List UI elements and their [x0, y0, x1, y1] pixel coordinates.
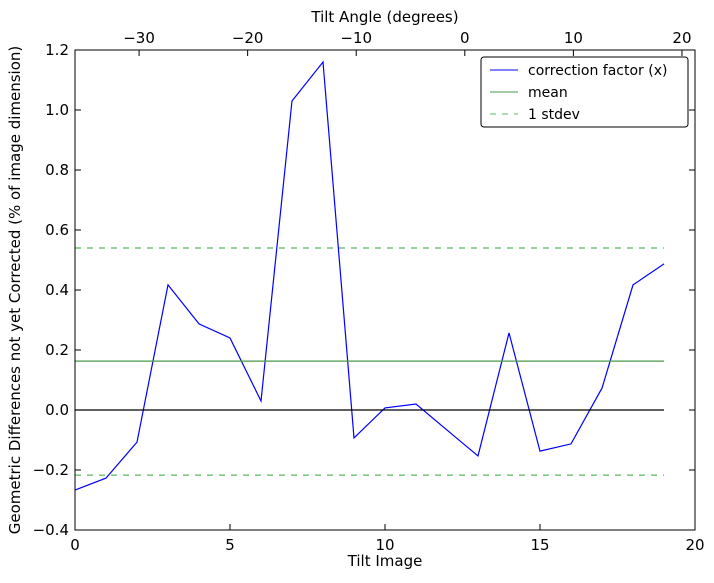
- legend-label-stdev: 1 stdev: [528, 107, 580, 123]
- x-tick-label: 15: [530, 536, 549, 554]
- y-tick-label: 0.2: [45, 341, 69, 359]
- top-x-tick-label: −20: [232, 29, 264, 47]
- legend-label-correction: correction factor (x): [528, 63, 667, 79]
- series-line-0: [74, 60, 665, 491]
- x-tick-label: 0: [70, 536, 80, 554]
- y-tick-label: 0.4: [45, 281, 69, 299]
- x-tick-label: 10: [375, 536, 394, 554]
- legend-label-mean: mean: [528, 85, 568, 101]
- x-tick-label: 20: [685, 536, 704, 554]
- y-tick-label: 1.0: [45, 101, 69, 119]
- top-x-axis-label: Tilt Angle (degrees): [310, 8, 458, 26]
- top-x-tick-label: 20: [672, 29, 691, 47]
- top-x-tick-label: −10: [340, 29, 372, 47]
- y-tick-label: 0.0: [45, 401, 69, 419]
- x-tick-label: 5: [225, 536, 235, 554]
- legend-box: [480, 56, 689, 128]
- top-x-tick-label: −30: [123, 29, 155, 47]
- y-axis-label: Geometric Differences not yet Corrected …: [6, 46, 24, 535]
- top-x-tick-label: 10: [564, 29, 583, 47]
- y-tick-label: 0.6: [45, 221, 69, 239]
- y-tick-label: −0.2: [33, 461, 69, 479]
- y-tick-label: 1.2: [45, 41, 69, 59]
- legend: correction factor (x) mean 1 stdev: [480, 56, 689, 128]
- x-axis-label: Tilt Image: [347, 552, 423, 570]
- y-tick-label: −0.4: [33, 521, 69, 539]
- y-tick-label: 0.8: [45, 161, 69, 179]
- top-x-tick-label: 0: [460, 29, 470, 47]
- plot-frame: [74, 49, 696, 531]
